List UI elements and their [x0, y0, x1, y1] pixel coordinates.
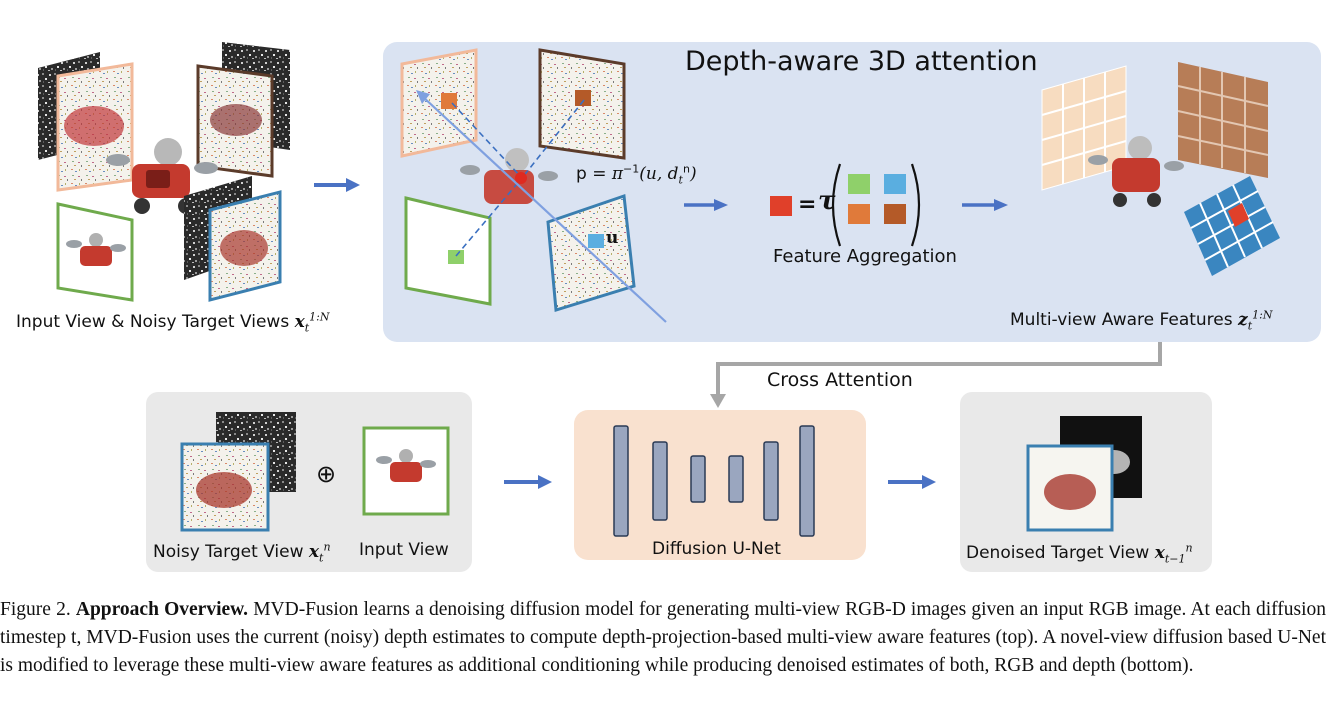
multiview-feature-grids: [1041, 62, 1280, 276]
method-figure: Depth-aware 3D attention p = π−1(u, dtn)…: [16, 42, 1321, 572]
input-view-plane-icon: [66, 233, 126, 266]
noisy-target-label: Noisy Target View xtn: [153, 540, 331, 565]
arrow-to-aggregation: [684, 199, 728, 211]
arrow-to-features: [962, 199, 1008, 211]
input-views-label-text: Input View & Noisy Target Views: [16, 312, 295, 332]
u-label: u: [606, 228, 619, 248]
denoised-label: Denoised Target View xt−1n: [966, 541, 1193, 566]
caption-figure-number: Figure 2.: [0, 599, 71, 620]
input-and-noisy-views: [38, 42, 290, 302]
attention-views: [400, 48, 667, 323]
feature-plane-icon: [1088, 136, 1184, 207]
unet-bars: [613, 425, 815, 537]
arrow-to-unet: [504, 475, 552, 489]
denoised-label-text: Denoised Target View: [966, 543, 1155, 563]
oplus-symbol: ⊕: [316, 460, 337, 488]
input-views-label: Input View & Noisy Target Views xt1:N: [16, 310, 330, 335]
aggregation-equals: =: [798, 192, 817, 217]
figure-caption: Figure 2. Approach Overview. MVD-Fusion …: [0, 596, 1326, 680]
features-label-text: Multi-view Aware Features: [1010, 310, 1239, 330]
unet-panel: [574, 410, 866, 560]
arrow-from-unet: [888, 475, 936, 489]
caption-body: MVD-Fusion learns a denoising diffusion …: [0, 599, 1327, 676]
caption-title: Approach Overview.: [75, 599, 249, 620]
input-view-label: Input View: [359, 540, 449, 560]
attention-title: Depth-aware 3D attention: [685, 46, 1038, 77]
tau-symbol: τ: [818, 186, 836, 216]
bottom-input-plane-icon: [376, 449, 436, 482]
feature-aggregation-label: Feature Aggregation: [773, 246, 957, 267]
features-label: Multi-view Aware Features zt1:N: [1010, 308, 1273, 333]
noisy-target-label-text: Noisy Target View: [153, 542, 309, 562]
unet-label: Diffusion U-Net: [652, 539, 781, 559]
feature-aggregation: [770, 163, 921, 247]
point-equation: p = π−1(u, dtn): [576, 162, 697, 187]
cross-attention-label: Cross Attention: [767, 369, 913, 391]
cross-attention-arrow: [710, 342, 1162, 408]
arrow-to-attention: [314, 178, 360, 192]
point-equation-prefix: p =: [576, 164, 612, 184]
